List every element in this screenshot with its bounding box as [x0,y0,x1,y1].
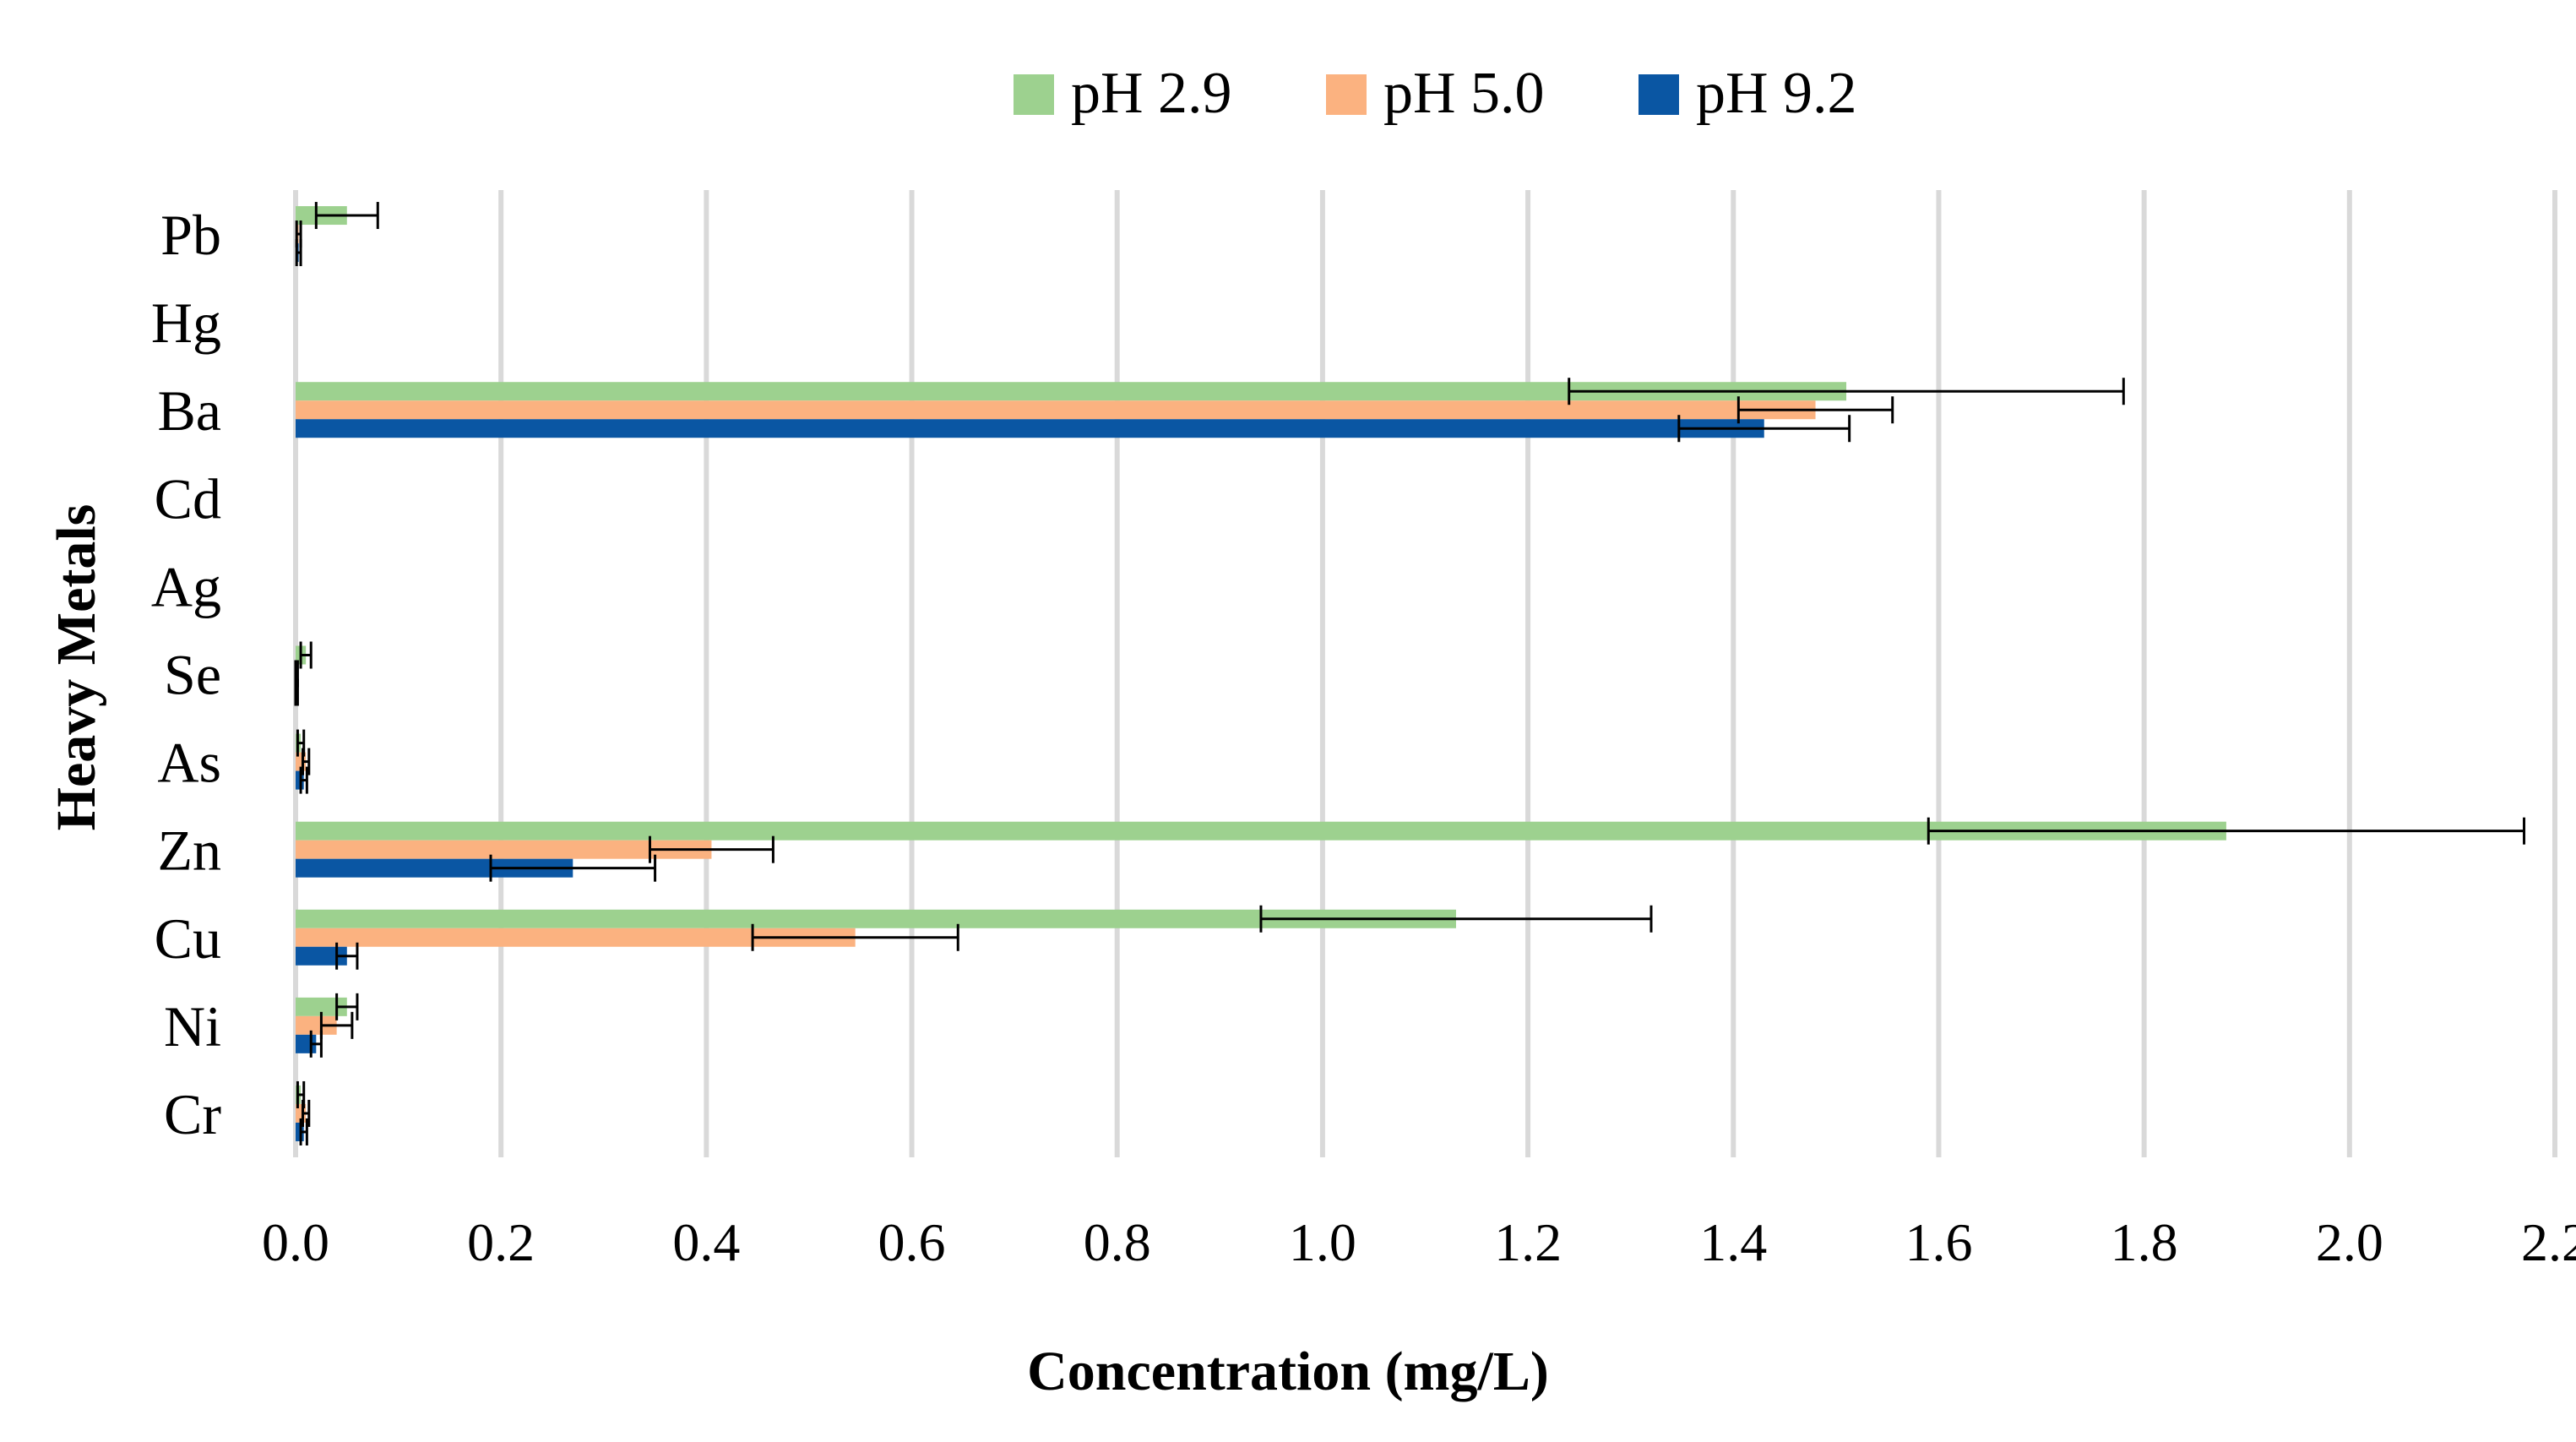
error-bars [294,202,2526,1145]
category-label: Ag [151,554,221,618]
category-label: Cr [164,1082,221,1146]
x-tick-label: 2.2 [2521,1212,2576,1272]
category-label: Hg [151,291,221,355]
legend-swatch [1639,74,1679,115]
category-label: Ni [164,994,221,1058]
bar [296,1015,337,1035]
legend-label: pH 5.0 [1383,61,1545,126]
bar [296,928,856,947]
x-tick-label: 1.2 [1494,1212,1562,1272]
bars [296,206,2226,1141]
x-tick-label: 1.8 [2111,1212,2178,1272]
bar [296,909,1456,928]
x-tick-label: 0.2 [467,1212,535,1272]
x-axis-ticks: 0.0 0.2 0.4 0.6 0.8 1.0 1.2 1.4 1.6 1.8 2.0 2.2 [262,1212,2576,1272]
legend-label: pH 2.9 [1071,61,1232,126]
bar [296,858,573,878]
category-label: Cd [155,466,221,531]
x-tick-label: 1.0 [1289,1212,1356,1272]
legend: pH 2.9 pH 5.0 pH 9.2 [1014,61,1857,126]
legend-swatch [1326,74,1367,115]
bar [296,946,347,966]
x-tick-label: 0.4 [672,1212,740,1272]
x-tick-label: 0.0 [262,1212,329,1272]
x-axis-title: Concentration (mg/L) [1027,1341,1549,1402]
category-label: Ba [157,378,221,443]
x-tick-label: 1.6 [1905,1212,1972,1272]
y-axis-categories: Pb Hg Ba Cd Ag Se As Zn Cu Ni Cr [151,203,221,1146]
gridlines [293,190,2557,1157]
bar [296,419,1764,438]
legend-swatch [1014,74,1054,115]
x-tick-label: 1.4 [1699,1212,1767,1272]
bar [296,400,1816,420]
bar [296,840,712,859]
bar [296,821,2226,841]
bar [296,382,1847,401]
y-axis-title: Heavy Metals [46,504,107,831]
category-label: Zn [157,819,221,883]
x-tick-label: 2.0 [2316,1212,2383,1272]
category-label: Se [164,643,221,707]
legend-label: pH 9.2 [1696,61,1857,126]
category-label: As [157,731,221,795]
category-label: Pb [160,203,221,267]
bar [296,997,347,1016]
category-label: Cu [155,906,221,971]
x-tick-label: 0.8 [1084,1212,1151,1272]
x-tick-label: 0.6 [878,1212,946,1272]
